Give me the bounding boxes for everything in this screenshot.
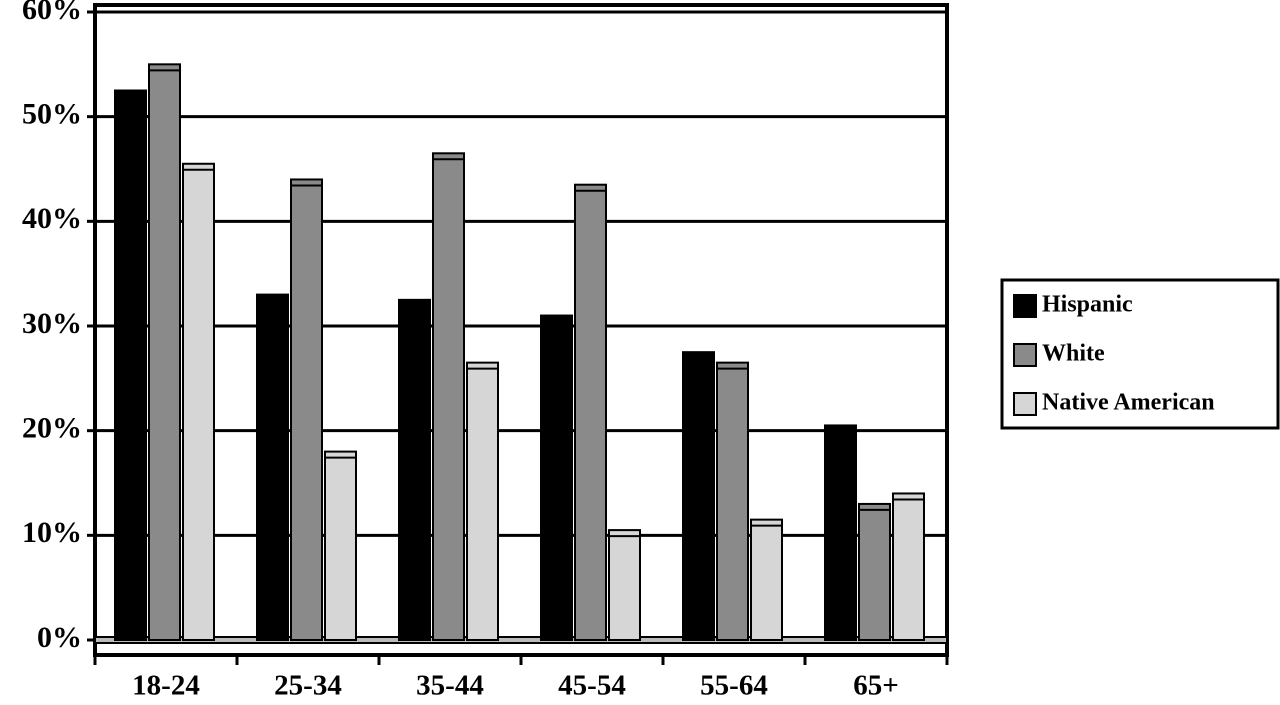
- bar: [256, 293, 289, 641]
- x-tick-label: 55-64: [700, 670, 768, 702]
- bar: [682, 351, 715, 641]
- bar: [892, 492, 925, 642]
- x-tick-label: 18-24: [132, 670, 200, 702]
- legend-swatch: [1013, 294, 1037, 318]
- bar: [432, 152, 465, 642]
- x-tick-label: 65+: [853, 670, 899, 702]
- bar: [608, 529, 641, 641]
- y-tick-label: 40%: [22, 202, 82, 235]
- x-tick-label: 25-34: [274, 670, 342, 702]
- legend-label: Hispanic: [1042, 292, 1133, 318]
- bar: [148, 63, 181, 642]
- floor: [94, 636, 948, 644]
- plot-frame: [93, 3, 949, 657]
- legend-label: White: [1042, 341, 1105, 367]
- y-tick-label: 20%: [22, 412, 82, 445]
- legend-swatch: [1013, 392, 1037, 416]
- bar: [466, 361, 499, 641]
- x-tick-label: 45-54: [558, 670, 626, 702]
- bar: [716, 361, 749, 641]
- x-tick-label: 35-44: [416, 670, 484, 702]
- bar: [114, 89, 147, 641]
- bar: [398, 298, 431, 641]
- bar: [290, 178, 323, 641]
- bar: [574, 183, 607, 641]
- bar: [824, 424, 857, 641]
- legend-swatch: [1013, 343, 1037, 367]
- bar: [750, 518, 783, 642]
- y-tick-label: 60%: [22, 0, 82, 26]
- bar: [324, 450, 357, 641]
- y-tick-label: 50%: [22, 98, 82, 131]
- y-tick-label: 10%: [22, 516, 82, 549]
- bar: [540, 314, 573, 641]
- bar: [858, 502, 891, 641]
- y-tick-label: 0%: [37, 621, 82, 654]
- y-tick-label: 30%: [22, 307, 82, 340]
- bar: [182, 162, 215, 641]
- legend-label: Native American: [1042, 390, 1215, 416]
- legend-box: [1000, 278, 1280, 430]
